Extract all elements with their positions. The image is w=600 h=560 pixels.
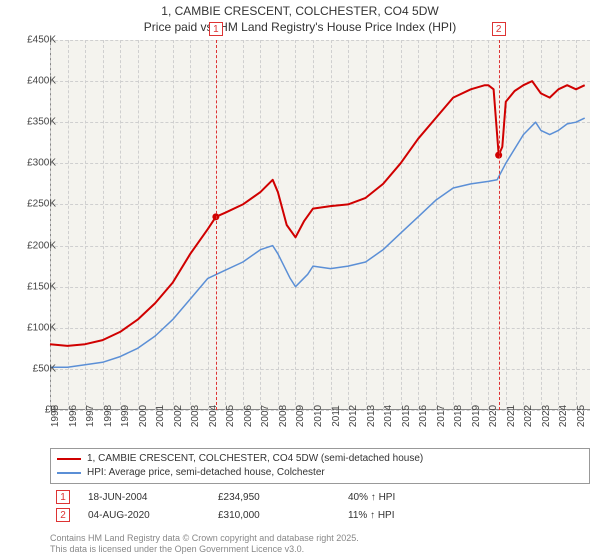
y-tick-label: £50K: [6, 363, 56, 374]
x-tick-label: 2014: [383, 405, 394, 427]
sale-marker-line: [499, 40, 500, 410]
y-tick-label: £450K: [6, 35, 56, 46]
x-tick-label: 2016: [418, 405, 429, 427]
sales-price-1: £234,950: [218, 492, 348, 503]
title-line-2: Price paid vs. HM Land Registry's House …: [0, 20, 600, 36]
footer-line-2: This data is licensed under the Open Gov…: [50, 544, 359, 556]
legend: 1, CAMBIE CRESCENT, COLCHESTER, CO4 5DW …: [50, 448, 590, 484]
x-tick-label: 2017: [436, 405, 447, 427]
y-tick-label: £100K: [6, 322, 56, 333]
x-tick-label: 2008: [278, 405, 289, 427]
y-tick-label: £0: [6, 405, 56, 416]
x-tick-label: 2019: [471, 405, 482, 427]
x-tick-label: 2000: [138, 405, 149, 427]
legend-item-hpi: HPI: Average price, semi-detached house,…: [57, 466, 583, 480]
x-tick-label: 2003: [190, 405, 201, 427]
chart-lines: [50, 40, 590, 410]
y-tick-label: £350K: [6, 117, 56, 128]
x-tick-label: 2011: [331, 405, 342, 427]
y-tick-label: £200K: [6, 240, 56, 251]
x-tick-label: 2007: [260, 405, 271, 427]
sale-marker-number: 2: [492, 22, 506, 36]
x-tick-label: 1998: [103, 405, 114, 427]
x-tick-label: 2006: [243, 405, 254, 427]
x-tick-label: 1997: [85, 405, 96, 427]
sales-hpi-1: 40% ↑ HPI: [348, 492, 590, 503]
sales-row-1: 1 18-JUN-2004 £234,950 40% ↑ HPI: [50, 488, 590, 506]
sales-table: 1 18-JUN-2004 £234,950 40% ↑ HPI 2 04-AU…: [50, 488, 590, 524]
x-tick-label: 2020: [488, 405, 499, 427]
sale-marker-line: [216, 40, 217, 410]
legend-label-hpi: HPI: Average price, semi-detached house,…: [87, 466, 325, 480]
x-tick-label: 2005: [225, 405, 236, 427]
sale-marker-number: 1: [209, 22, 223, 36]
sales-num-2: 2: [56, 508, 70, 522]
sales-row-2: 2 04-AUG-2020 £310,000 11% ↑ HPI: [50, 506, 590, 524]
x-tick-label: 2021: [506, 405, 517, 427]
x-tick-label: 2004: [208, 405, 219, 427]
x-tick-label: 2023: [541, 405, 552, 427]
x-tick-label: 1995: [50, 405, 61, 427]
x-tick-label: 2024: [558, 405, 569, 427]
legend-item-price-paid: 1, CAMBIE CRESCENT, COLCHESTER, CO4 5DW …: [57, 452, 583, 466]
x-tick-label: 2001: [155, 405, 166, 427]
chart-title: 1, CAMBIE CRESCENT, COLCHESTER, CO4 5DW …: [0, 0, 600, 37]
x-tick-label: 1999: [120, 405, 131, 427]
legend-label-price-paid: 1, CAMBIE CRESCENT, COLCHESTER, CO4 5DW …: [87, 452, 423, 466]
sales-date-2: 04-AUG-2020: [88, 510, 218, 521]
x-tick-label: 2025: [576, 405, 587, 427]
footer-attribution: Contains HM Land Registry data © Crown c…: [50, 533, 359, 556]
x-tick-label: 2009: [295, 405, 306, 427]
x-tick-label: 2012: [348, 405, 359, 427]
x-tick-label: 2013: [366, 405, 377, 427]
x-tick-label: 2002: [173, 405, 184, 427]
sales-price-2: £310,000: [218, 510, 348, 521]
x-tick-label: 1996: [68, 405, 79, 427]
sales-hpi-2: 11% ↑ HPI: [348, 510, 590, 521]
footer-line-1: Contains HM Land Registry data © Crown c…: [50, 533, 359, 545]
sales-num-1: 1: [56, 490, 70, 504]
x-tick-label: 2022: [523, 405, 534, 427]
y-tick-label: £300K: [6, 158, 56, 169]
title-line-1: 1, CAMBIE CRESCENT, COLCHESTER, CO4 5DW: [0, 4, 600, 20]
y-tick-label: £150K: [6, 281, 56, 292]
y-tick-label: £250K: [6, 199, 56, 210]
x-tick-label: 2018: [453, 405, 464, 427]
x-tick-label: 2010: [313, 405, 324, 427]
legend-swatch-hpi: [57, 472, 81, 474]
x-tick-label: 2015: [401, 405, 412, 427]
legend-swatch-price-paid: [57, 458, 81, 460]
chart-plot-area: 12: [50, 40, 590, 410]
y-tick-label: £400K: [6, 76, 56, 87]
sales-date-1: 18-JUN-2004: [88, 492, 218, 503]
